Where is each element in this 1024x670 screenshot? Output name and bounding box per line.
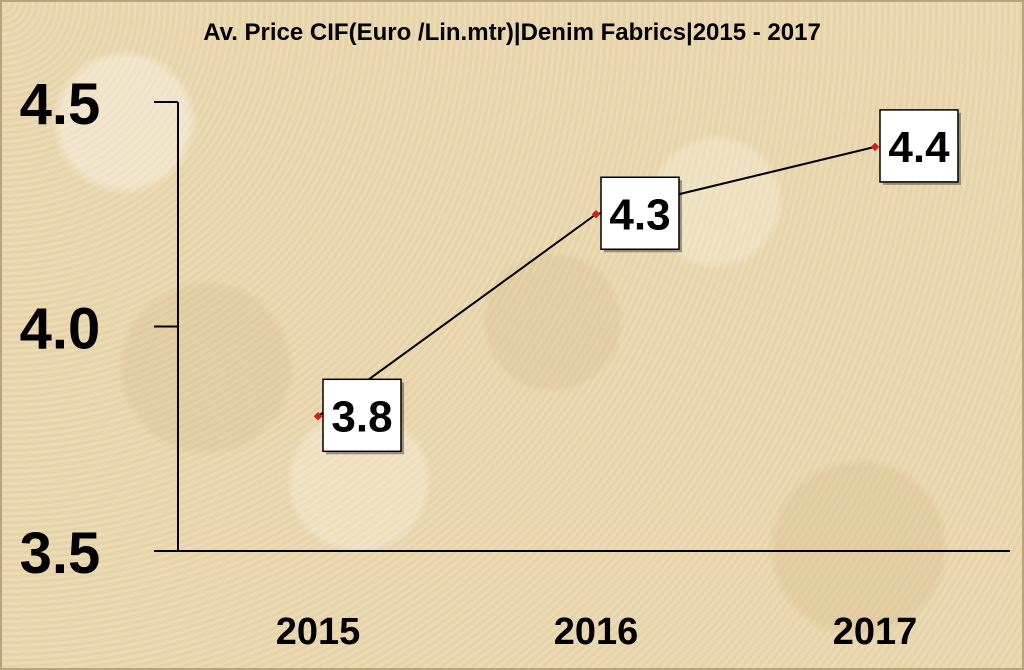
data-label: 3.8 <box>331 392 392 441</box>
x-tick-label: 2016 <box>554 611 639 653</box>
data-label: 4.4 <box>888 123 950 172</box>
x-tick-label: 2015 <box>276 611 361 653</box>
data-point-marker <box>870 142 880 152</box>
data-label: 4.3 <box>609 190 670 239</box>
data-label-box <box>600 176 680 250</box>
x-tick-label: 2017 <box>833 611 918 653</box>
y-tick-label: 3.5 <box>20 521 101 586</box>
series-line <box>317 145 876 418</box>
data-label-box <box>879 109 959 183</box>
y-tick-label: 4.5 <box>20 72 101 137</box>
data-point-marker <box>313 412 323 421</box>
y-tick-label: 4.0 <box>20 297 101 362</box>
chart-title: Av. Price CIF(Euro /Lin.mtr)|Denim Fabri… <box>203 19 821 46</box>
data-label-box <box>322 378 402 453</box>
